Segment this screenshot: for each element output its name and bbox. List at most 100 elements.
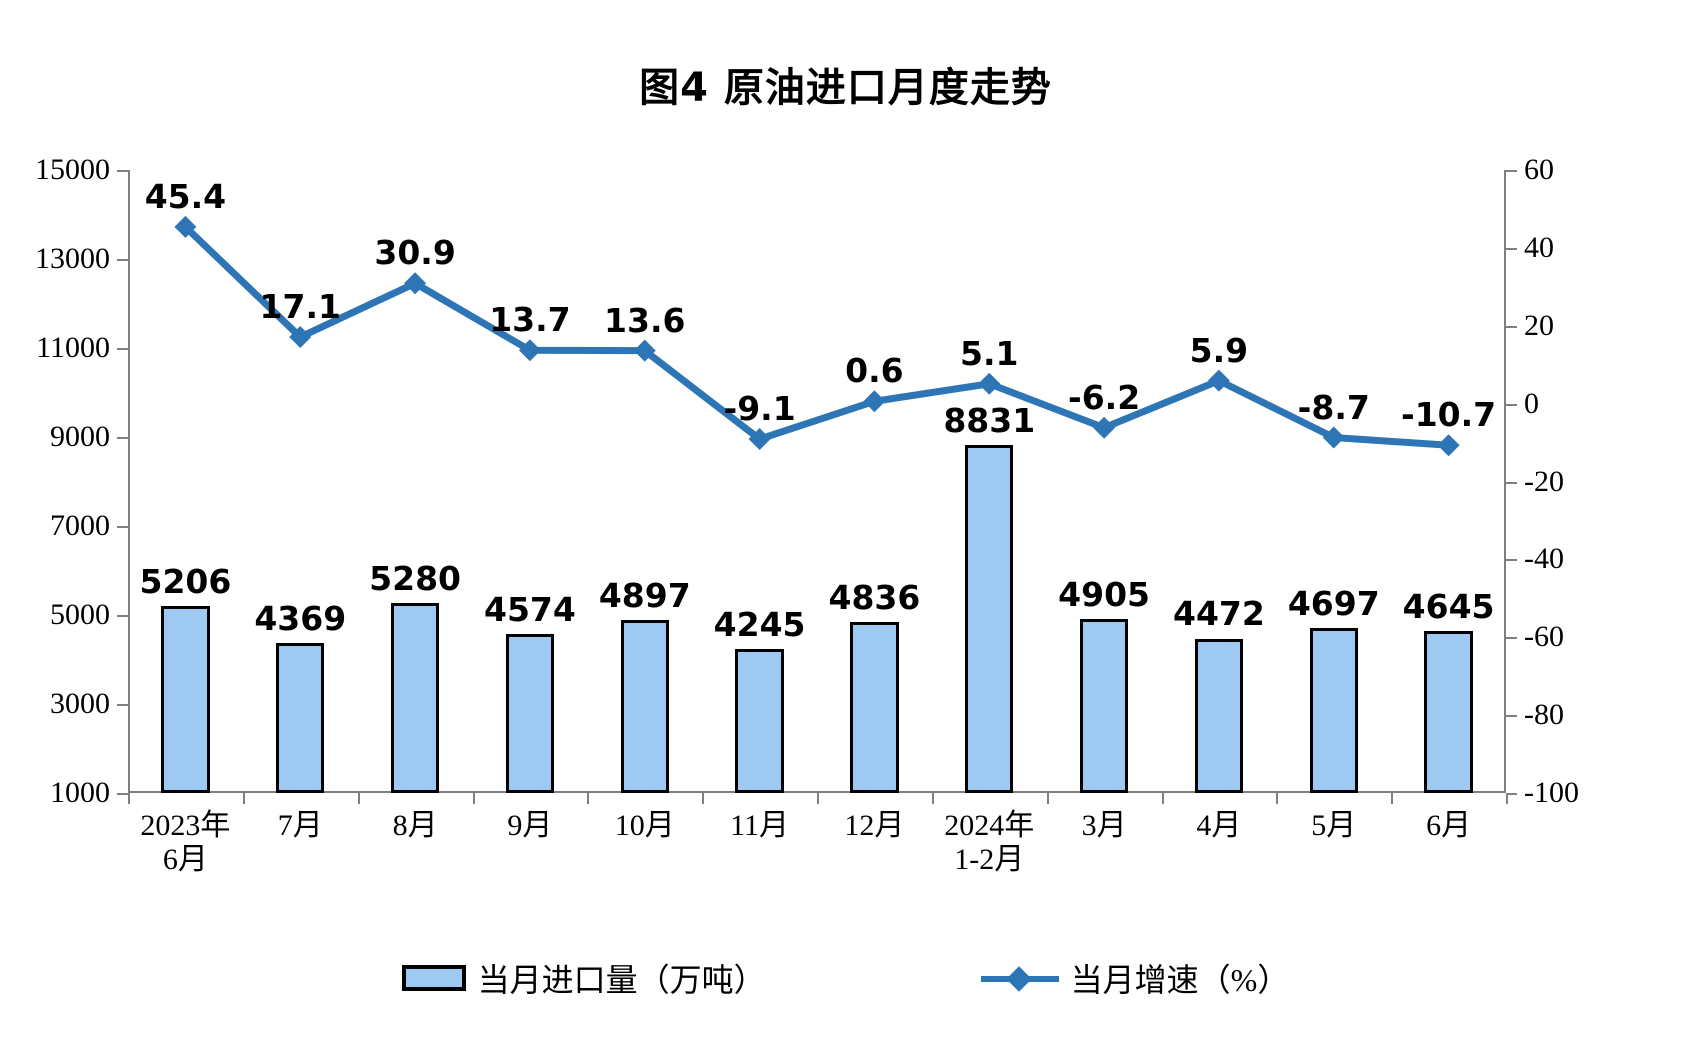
x-axis-tick (472, 793, 475, 804)
bar[interactable] (276, 643, 325, 793)
line-marker-diamond[interactable] (518, 339, 541, 362)
bar-value-label: 8831 (943, 400, 1036, 440)
x-axis-tick (242, 793, 245, 804)
bar-value-label: 4697 (1287, 584, 1380, 624)
line-value-label: 30.9 (374, 233, 456, 273)
left-axis-tick-label: 1000 (50, 776, 110, 809)
line-marker-diamond[interactable] (633, 339, 656, 362)
x-axis-tick (1506, 793, 1508, 804)
line-value-label: -6.2 (1068, 377, 1141, 417)
line-swatch-icon (980, 965, 1059, 991)
bar[interactable] (1309, 628, 1358, 793)
right-axis-tick-label: -20 (1524, 464, 1564, 498)
right-axis-tick-label: -40 (1524, 542, 1564, 576)
x-axis-label: 4月 (1196, 809, 1242, 842)
line-value-label: -8.7 (1297, 387, 1370, 427)
x-axis-tick (128, 793, 130, 804)
x-axis-label: 6月 (1426, 809, 1472, 842)
x-axis-tick (817, 793, 819, 804)
left-axis-tick (117, 437, 128, 439)
line-value-label: -10.7 (1401, 395, 1497, 435)
bar[interactable] (1424, 630, 1473, 793)
plot-area: 15000 13000 11000 9000 7000 5000 3000 1000 60 40… (35, 153, 1579, 876)
left-axis-tick (117, 793, 128, 795)
x-axis-label: 10月 (614, 809, 675, 842)
line-marker-diamond[interactable] (863, 390, 886, 413)
bar[interactable] (1194, 638, 1244, 793)
line-marker-diamond[interactable] (174, 215, 197, 238)
line-value-label: 45.4 (144, 176, 227, 216)
right-axis-tick (1506, 793, 1517, 795)
left-axis-tick-label: 11000 (36, 331, 110, 364)
right-axis-tick (1506, 247, 1517, 250)
left-axis-tick-label: 5000 (50, 598, 110, 631)
x-axis-label: 5月 (1311, 809, 1357, 842)
x-axis-label: 11月 (730, 809, 790, 842)
line-marker-diamond[interactable] (1093, 416, 1116, 439)
line-series (174, 215, 1460, 457)
legend-item-growth-rate[interactable]: 当月增速（%） (980, 955, 1289, 1001)
line-marker-diamond[interactable] (1437, 434, 1460, 457)
line-value-label: 5.9 (1189, 330, 1249, 370)
right-axis-tick-label: 0 (1524, 386, 1539, 420)
line-marker-diamond[interactable] (1207, 369, 1230, 392)
line-path (182, 224, 1449, 449)
bar[interactable] (1079, 619, 1129, 793)
left-axis-line (128, 170, 130, 793)
bar[interactable] (620, 619, 669, 793)
right-axis-tick-label: -60 (1524, 620, 1564, 654)
right-axis-line (1504, 170, 1506, 793)
line-value-label: 0.6 (845, 351, 904, 391)
legend-item-import-volume[interactable]: 当月进口量（万吨） (401, 955, 766, 1001)
x-axis-tick (1276, 793, 1279, 804)
right-axis-tick (1506, 481, 1517, 484)
bar-value-label: 4836 (828, 578, 921, 618)
left-axis-tick-label: 15000 (35, 153, 110, 186)
left-axis-tick-label: 3000 (50, 687, 110, 720)
bar[interactable] (161, 605, 210, 793)
left-axis-tick-label: 7000 (50, 509, 110, 542)
left-axis-tick (117, 348, 128, 350)
bar-value-label: 4574 (483, 589, 576, 629)
bar[interactable] (735, 648, 784, 793)
x-axis-tick (1161, 793, 1164, 804)
left-axis-tick (117, 615, 128, 617)
x-axis-label: 7月 (277, 809, 323, 842)
x-axis-label: 2024年 1-2月 (944, 809, 1035, 876)
x-axis-tick (357, 793, 360, 804)
bar[interactable] (505, 633, 555, 793)
x-axis-tick (702, 793, 705, 804)
line-marker-diamond[interactable] (978, 372, 1001, 395)
line-marker-diamond[interactable] (748, 428, 771, 451)
right-axis-tick-label: 60 (1524, 153, 1554, 186)
bar-value-label: 4897 (598, 575, 691, 615)
bar-value-label: 4645 (1402, 586, 1495, 626)
right-axis-tick-label: 20 (1524, 308, 1554, 342)
line-marker-diamond[interactable] (289, 326, 312, 349)
bar[interactable] (850, 622, 899, 793)
x-axis-label: 8月 (392, 809, 438, 842)
right-axis-tick (1506, 325, 1517, 328)
x-axis-label: 12月 (844, 809, 905, 842)
left-axis-tick (117, 704, 128, 706)
bar-value-label: 4245 (713, 604, 806, 644)
bottom-axis-line (128, 791, 1506, 793)
line-value-label: 5.1 (960, 333, 1019, 373)
right-axis-tick-label: 40 (1524, 230, 1554, 264)
chart-legend: 当月进口量（万吨） 当月增速（%） (0, 955, 1691, 1001)
line-value-label: 17.1 (259, 287, 341, 327)
line-value-label: 13.7 (489, 300, 571, 340)
line-marker-diamond[interactable] (404, 272, 427, 295)
line-value-label: -9.1 (723, 389, 796, 429)
right-axis-tick (1506, 559, 1517, 562)
line-marker-diamond[interactable] (1322, 426, 1345, 449)
chart-title: 图4 原油进口月度走势 (639, 65, 1052, 111)
bar[interactable] (390, 602, 440, 793)
bar-value-label: 4472 (1172, 594, 1265, 634)
left-axis-tick (117, 526, 128, 528)
right-axis-tick (1506, 715, 1517, 718)
bar-value-label: 5280 (369, 558, 462, 598)
left-axis-tick-label: 9000 (50, 420, 110, 453)
bar[interactable] (965, 444, 1014, 793)
